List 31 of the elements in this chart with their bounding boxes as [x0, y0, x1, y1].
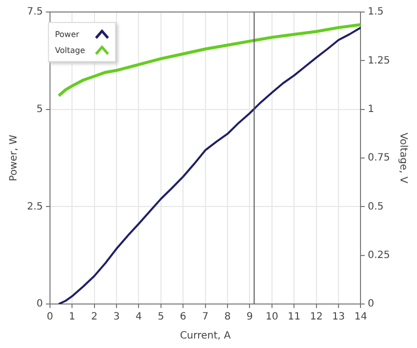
legend-label: Voltage	[55, 46, 86, 54]
x-tick-label: 13	[332, 312, 345, 323]
legend-label: Power	[55, 30, 80, 38]
y2-tick-label: 0.25	[368, 250, 390, 261]
y2-tick-label: 1.25	[368, 55, 390, 66]
y2-tick-label: 0	[368, 298, 374, 310]
y-tick-label: 2.5	[26, 201, 43, 212]
y2-tick-label: 0.5	[368, 201, 384, 212]
y-tick-label: 0	[36, 298, 43, 310]
x-tick-label: 8	[224, 312, 231, 323]
x-tick-label: 2	[91, 312, 98, 323]
x-tick-label: 3	[113, 312, 120, 323]
x-tick-label: 0	[46, 312, 54, 323]
x-tick-label: 1	[68, 312, 76, 323]
y2-tick-label: 1.5	[368, 6, 384, 18]
x-tick-label: 9	[246, 312, 253, 323]
x-tick-label: 11	[288, 312, 300, 323]
y-tick-label: 5	[36, 104, 43, 115]
x-tick-label: 5	[158, 312, 164, 323]
y-tick-label: 7.5	[26, 6, 43, 18]
y-axis-title: Power, W	[8, 134, 20, 182]
x-tick-label: 7	[202, 312, 209, 323]
y2-tick-label: 1	[368, 104, 374, 115]
y2-tick-label: 0.75	[368, 152, 390, 164]
x-tick-label: 10	[266, 312, 278, 323]
x-tick-label: 12	[310, 312, 323, 323]
x-tick-label: 4	[136, 312, 142, 323]
x-axis-title: Current, A	[180, 330, 231, 342]
y2-axis-title: Voltage, V	[397, 132, 408, 184]
x-tick-label: 6	[180, 312, 186, 323]
x-tick-label: 14	[354, 312, 368, 323]
